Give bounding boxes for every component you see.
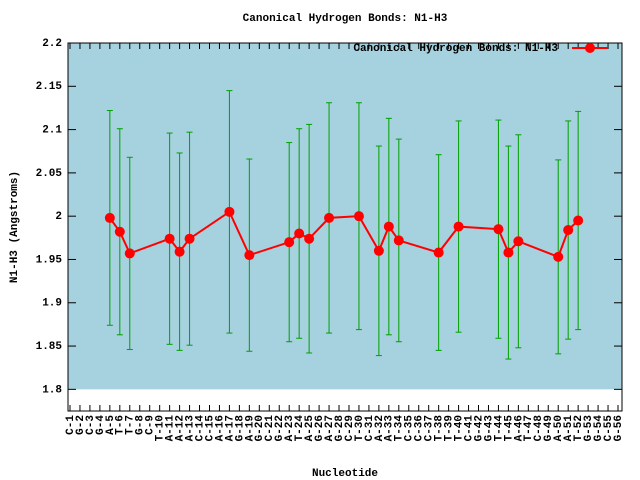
x-tick-label: C-3 — [85, 415, 97, 435]
x-tick-label: T-6 — [115, 415, 127, 435]
x-tick-label: G-54 — [593, 415, 605, 442]
x-tick-label: T-34 — [394, 415, 406, 442]
x-tick-label: C-15 — [204, 415, 216, 442]
point — [373, 245, 384, 256]
point — [184, 233, 195, 244]
plot-frame — [67, 42, 623, 412]
y-tick-label: 1.95 — [36, 254, 63, 266]
point — [573, 215, 584, 226]
x-tick-label: C-55 — [603, 415, 615, 442]
y-tick-label: 2.2 — [42, 38, 62, 50]
x-tick-label: A-12 — [175, 415, 187, 441]
x-tick-label: G-43 — [483, 415, 495, 442]
x-tick-label: G-42 — [473, 415, 485, 441]
y-tick-label: 1.9 — [42, 298, 62, 310]
point — [563, 225, 574, 236]
point — [393, 235, 404, 246]
point — [224, 206, 235, 217]
x-tick-label: C-31 — [364, 415, 376, 442]
point — [124, 248, 135, 259]
x-tick-label: C-37 — [424, 415, 436, 441]
x-tick-label: G-56 — [613, 415, 625, 441]
point — [324, 212, 335, 223]
x-tick-label: A-32 — [374, 415, 386, 441]
point — [453, 221, 464, 232]
point — [513, 236, 524, 247]
x-tick-label: C-1 — [65, 415, 77, 435]
point — [383, 221, 394, 232]
point — [433, 247, 444, 258]
x-tick-label: A-25 — [304, 415, 316, 442]
y-tick-label: 2.05 — [36, 168, 63, 180]
y-tick-label: 1.8 — [42, 384, 62, 396]
point — [244, 250, 255, 261]
x-axis-label: Nucleotide — [312, 468, 378, 480]
x-tick-label: G-20 — [254, 415, 266, 441]
x-tick-label: A-27 — [324, 415, 336, 441]
x-tick-label: C-48 — [533, 415, 545, 442]
x-tick-label: A-11 — [165, 415, 177, 442]
x-tick-label: G-18 — [234, 415, 246, 442]
x-tick-label: T-44 — [493, 415, 505, 442]
x-tick-label: A-13 — [184, 415, 196, 442]
x-tick-label: A-23 — [284, 415, 296, 442]
x-tick-label: G-26 — [314, 415, 326, 441]
x-tick-label: T-10 — [155, 415, 167, 441]
x-tick-label: C-9 — [145, 415, 157, 435]
point — [294, 228, 305, 239]
x-tick-label: A-16 — [214, 415, 226, 441]
point — [174, 246, 185, 257]
x-tick-label: T-38 — [434, 415, 446, 442]
x-tick-label: A-19 — [244, 415, 256, 441]
legend-marker — [585, 43, 595, 53]
x-tick-label: A-17 — [224, 415, 236, 441]
x-tick-label: C-36 — [414, 415, 426, 441]
x-tick-label: C-35 — [404, 415, 416, 442]
x-tick-label: T-30 — [354, 415, 366, 441]
y-tick-label: 2 — [55, 211, 62, 223]
x-tick-label: G-49 — [543, 415, 555, 441]
x-tick-label: T-24 — [294, 415, 306, 442]
x-tick-label: G-28 — [334, 415, 346, 442]
point — [114, 226, 125, 237]
x-tick-label: C-14 — [194, 415, 206, 442]
y-axis-label: N1-H3 (Angstroms) — [9, 171, 21, 283]
x-tick-label: G-8 — [135, 415, 147, 435]
x-tick-label: T-7 — [125, 415, 137, 435]
x-tick-label: T-47 — [523, 415, 535, 441]
chart-title: Canonical Hydrogen Bonds: N1-H3 — [243, 13, 448, 25]
x-tick-label: G-22 — [274, 415, 286, 441]
y-tick-label: 2.1 — [42, 124, 62, 136]
x-tick-label: G-2 — [75, 415, 87, 435]
point — [553, 251, 564, 262]
x-tick-label: T-45 — [503, 415, 515, 442]
x-tick-label: C-29 — [344, 415, 356, 441]
point — [353, 211, 364, 222]
x-tick-label: T-39 — [444, 415, 456, 441]
point — [493, 224, 504, 235]
x-tick-label: A-51 — [563, 415, 575, 442]
x-tick-label: A-33 — [384, 415, 396, 442]
legend-label: Canonical Hydrogen Bonds: N1-H3 — [353, 43, 558, 55]
point — [304, 233, 315, 244]
x-tick-label: A-5 — [105, 415, 117, 435]
x-tick-label: T-40 — [453, 415, 465, 441]
x-tick-label: A-50 — [553, 415, 565, 441]
point — [503, 247, 514, 258]
point — [104, 212, 115, 223]
point — [164, 233, 175, 244]
point — [284, 237, 295, 248]
x-tick-label: C-41 — [463, 415, 475, 442]
x-tick-label: G-4 — [95, 415, 107, 435]
y-tick-label: 1.85 — [36, 341, 63, 353]
y-tick-label: 2.15 — [36, 81, 63, 93]
x-tick-label: C-21 — [264, 415, 276, 442]
x-tick-label: G-53 — [583, 415, 595, 442]
x-tick-label: A-46 — [513, 415, 525, 441]
x-tick-label: T-52 — [573, 415, 585, 441]
